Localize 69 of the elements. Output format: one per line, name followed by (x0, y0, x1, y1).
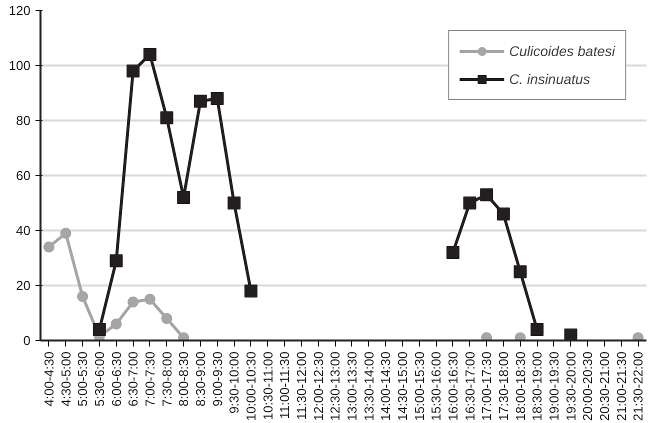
point (564, 328, 578, 340)
x-tick-label: 17:30-18:00 (496, 351, 511, 421)
x-tick-label: 12:00-12:30 (310, 351, 326, 421)
legend-label: C. insinuatus (509, 71, 590, 87)
x-tick-label: 12:30-13:00 (328, 351, 343, 421)
x-tick-label: 17:00-17:30 (479, 351, 494, 421)
y-tick-label: 80 (16, 113, 31, 128)
point (161, 313, 172, 324)
x-tick-label: 14:00-14:30 (378, 351, 394, 421)
x-tick-label: 19:30-20:00 (563, 351, 578, 421)
y-tick-label: 20 (16, 278, 31, 293)
y-tick-label: 60 (16, 168, 31, 183)
x-tick-label: 4:30-5:00 (58, 351, 74, 406)
x-tick-label: 15:30-16:00 (428, 351, 444, 421)
x-tick-label: 21:30-22:00 (630, 351, 646, 421)
x-tick-label: 18:30-19:00 (530, 351, 545, 421)
x-tick-label: 11:30-12:00 (294, 351, 309, 420)
point (126, 64, 140, 78)
x-tick-label: 7:00-7:30 (142, 351, 158, 406)
y-tick-label: 40 (16, 223, 31, 238)
x-tick-label: 14:30-15:00 (394, 351, 410, 421)
x-tick-label: 16:30-17:00 (462, 351, 478, 421)
x-tick-label: 5:30-6:00 (92, 351, 107, 406)
x-tick-label: 8:30-9:00 (192, 351, 208, 406)
point (60, 228, 72, 239)
x-tick-label: 20:30-21:00 (596, 351, 612, 421)
point (110, 254, 123, 268)
point (144, 294, 156, 305)
x-tick-label: 9:30-10:00 (226, 351, 242, 414)
x-tick-label: 16:00-16:30 (445, 351, 460, 421)
x-tick-label: 5:00-5:30 (75, 351, 90, 406)
x-tick-label: 13:30-14:00 (361, 351, 376, 421)
point (43, 242, 54, 252)
point (496, 208, 510, 220)
point (514, 265, 527, 278)
x-tick-label: 20:00-20:30 (580, 351, 596, 421)
x-tick-label: 9:00-9:30 (210, 351, 225, 406)
point (530, 323, 544, 336)
point (177, 191, 190, 204)
point (143, 48, 156, 61)
point (128, 296, 139, 308)
point (228, 196, 241, 210)
x-tick-label: 10:00-10:30 (243, 351, 258, 421)
point (77, 291, 88, 302)
y-tick-label: 100 (8, 58, 31, 73)
point (446, 246, 460, 259)
x-tick-label: 4:00-4:30 (41, 351, 56, 406)
x-tick-label: 6:00-6:30 (108, 351, 124, 406)
point (194, 94, 207, 108)
x-tick-label: 8:00-8:30 (176, 351, 192, 406)
x-tick-label: 6:30-7:00 (126, 351, 141, 406)
point (110, 318, 122, 330)
x-tick-label: 13:00-13:30 (344, 351, 360, 421)
point (210, 92, 224, 105)
x-tick-label: 21:00-21:30 (614, 351, 629, 421)
point (463, 196, 476, 210)
point (244, 284, 258, 298)
point (160, 111, 174, 124)
x-tick-label: 7:30-8:00 (159, 351, 174, 406)
point (92, 323, 106, 336)
y-tick-label: 120 (8, 3, 31, 18)
x-tick-label: 15:00-15:30 (412, 351, 427, 421)
x-tick-label: 19:00-19:30 (546, 351, 562, 421)
x-tick-label: 10:30-11:00 (260, 351, 276, 420)
y-tick-label: 0 (23, 333, 31, 348)
x-tick-label: 11:00-11:30 (277, 351, 292, 419)
point (480, 188, 494, 202)
x-tick-label: 18:00-18:30 (512, 351, 528, 421)
legend-label: Culicoides batesi (509, 43, 615, 59)
